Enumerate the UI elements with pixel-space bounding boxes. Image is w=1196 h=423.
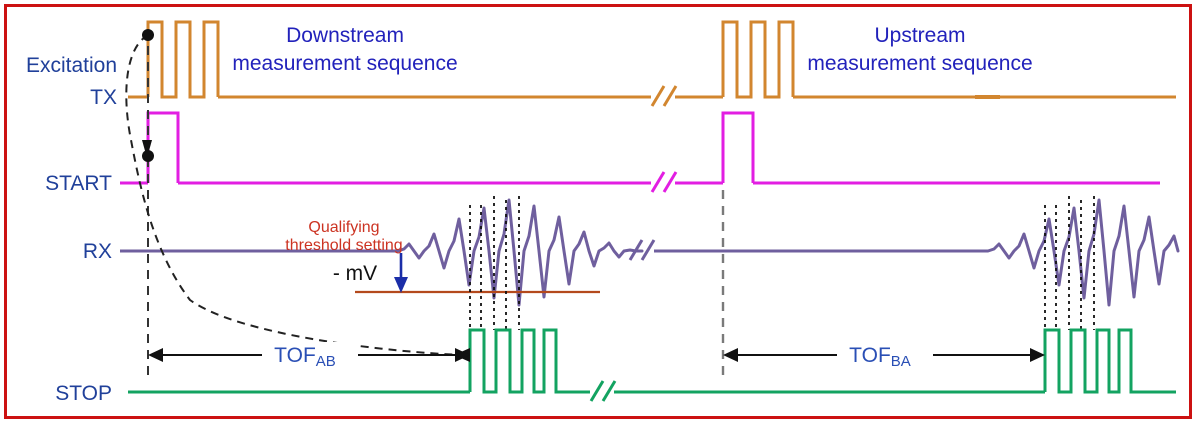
rx-break-icon — [628, 239, 656, 261]
upstream-title-line2: measurement sequence — [807, 52, 1032, 75]
tof-ba-base: TOF — [849, 344, 891, 367]
causality-dot-tx — [142, 29, 154, 41]
upstream-title-line1: Upstream — [874, 24, 965, 47]
rx-threshold-crossing-markers-downstream — [469, 196, 520, 330]
signal-stop — [128, 328, 1176, 402]
threshold-label-line1: Qualifying — [308, 219, 379, 236]
signal-start — [120, 111, 1160, 193]
stop-burst-upstream — [1043, 328, 1141, 394]
downstream-title-line1: Downstream — [286, 24, 404, 47]
threshold-arrow-head — [394, 277, 408, 293]
svg-text:TOFBA: TOFBA — [849, 344, 911, 370]
tof-ab-sub: AB — [316, 353, 336, 370]
signal-label-stop: STOP — [55, 382, 112, 405]
tof-ba-sub: BA — [891, 353, 911, 370]
signal-label-tx-line2: TX — [90, 86, 117, 109]
start-break-icon — [650, 171, 678, 193]
signal-rx — [120, 196, 1180, 330]
threshold-label-line2: threshold setting — [285, 237, 402, 254]
measurement-tof-ba: TOFBA — [723, 342, 1045, 370]
tx-burst-downstream — [146, 20, 220, 99]
measurement-tof-ab: TOFAB — [148, 342, 470, 370]
rx-burst-downstream — [396, 198, 644, 307]
signal-labels: Excitation TX START RX STOP — [26, 54, 117, 405]
signal-label-rx: RX — [83, 240, 112, 263]
sequence-titles: Downstream measurement sequence Upstream… — [232, 24, 1032, 75]
svg-text:TOFAB: TOFAB — [274, 344, 336, 370]
signal-label-start: START — [45, 172, 112, 195]
causality-curve — [125, 34, 463, 356]
threshold-value-text: - mV — [333, 262, 377, 285]
rx-threshold-crossing-markers-upstream — [1044, 196, 1095, 330]
stop-break-icon — [589, 380, 617, 402]
signal-tx — [128, 20, 1176, 107]
start-pulse-upstream — [721, 111, 755, 183]
stop-burst-downstream — [468, 328, 566, 394]
rx-burst-upstream — [986, 198, 1180, 307]
causality-dot-start — [142, 150, 154, 162]
downstream-title-line2: measurement sequence — [232, 52, 457, 75]
start-pulse-downstream — [146, 111, 180, 183]
tof-ab-base: TOF — [274, 344, 316, 367]
threshold-annotation: Qualifying threshold setting - mV — [285, 219, 408, 293]
tx-break-icon — [650, 85, 678, 107]
tx-burst-upstream — [721, 20, 795, 99]
signal-label-tx-line1: Excitation — [26, 54, 117, 77]
